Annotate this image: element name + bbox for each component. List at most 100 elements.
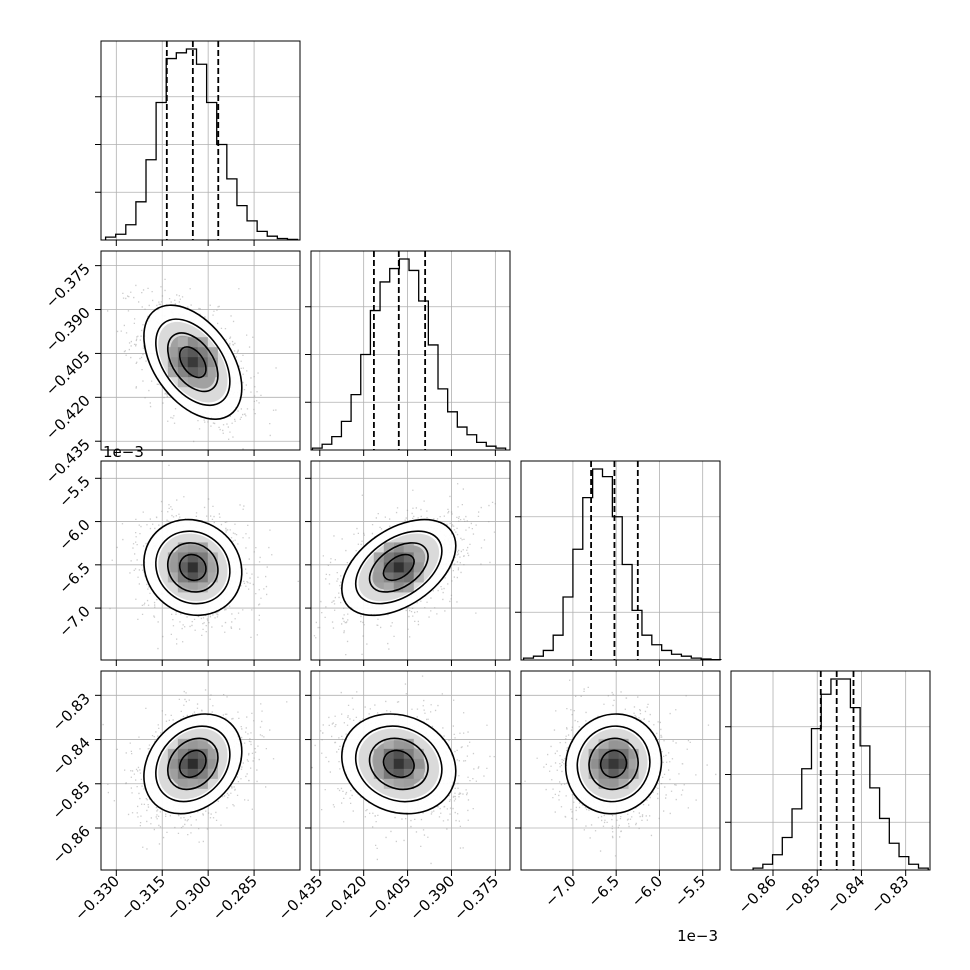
density-cell: [373, 572, 384, 583]
density-cell: [383, 748, 394, 759]
density-cell: [177, 582, 188, 593]
density-cell: [177, 367, 188, 378]
contour-line: [143, 518, 243, 617]
density-cell: [413, 768, 424, 779]
scatter-panel-0-3: [100, 670, 301, 871]
scatter-panel-0-1: [100, 250, 301, 451]
density-cell: [177, 758, 188, 769]
density-cell: [177, 357, 188, 368]
density-cell: [413, 758, 424, 769]
density-cell: [393, 778, 404, 789]
density-cell: [628, 748, 639, 759]
histogram-panel-0: [95, 40, 301, 241]
axes-frame: [310, 670, 511, 871]
density-cell: [413, 562, 424, 573]
density-cell: [618, 738, 629, 749]
y-tick-label: −7.0: [55, 602, 93, 640]
density-cell: [393, 738, 404, 749]
density-cell: [393, 582, 404, 593]
density-cell: [608, 758, 619, 769]
x-tick-label: −0.85: [779, 872, 824, 917]
density-cell: [197, 542, 208, 553]
axes-frame: [100, 250, 301, 451]
density-cell: [197, 337, 208, 348]
density-cell: [177, 572, 188, 583]
density-cell: [383, 572, 394, 583]
axes-frame: [100, 40, 301, 241]
density-cell: [187, 552, 198, 563]
density-cell: [197, 377, 208, 388]
density-cell: [403, 572, 414, 583]
density-cell: [187, 572, 198, 583]
y-tick-label: −0.390: [42, 304, 94, 356]
contour-line: [166, 737, 219, 791]
density-cell: [608, 748, 619, 759]
density-cell: [207, 758, 218, 769]
panel-contents: [311, 675, 495, 865]
density-cell: [207, 552, 218, 563]
histogram-panel-2: [515, 460, 722, 661]
density-cell: [598, 748, 609, 759]
density-cell: [187, 562, 198, 573]
scatter-panel-1-3: [310, 670, 511, 871]
contour-line: [588, 737, 639, 791]
density-cell: [403, 562, 414, 573]
density-cell: [393, 572, 404, 583]
density-cell: [167, 562, 178, 573]
density-cell: [618, 778, 629, 789]
density-cell: [628, 758, 639, 769]
density-cell: [187, 367, 198, 378]
contour-line: [341, 518, 457, 617]
density-cell: [197, 738, 208, 749]
y-tick-label: −0.86: [49, 822, 94, 867]
density-cell: [373, 758, 384, 769]
density-cell: [403, 552, 414, 563]
density-cell: [383, 582, 394, 593]
contour-line: [354, 530, 443, 605]
density-cell: [177, 347, 188, 358]
density-cell: [187, 738, 198, 749]
density-cell: [197, 367, 208, 378]
contour-line: [178, 749, 207, 779]
density-cell: [197, 758, 208, 769]
contour-line: [564, 713, 663, 815]
density-cell: [588, 758, 599, 769]
density-cell: [373, 552, 384, 563]
scatter-points: [524, 679, 717, 857]
density-cell: [167, 552, 178, 563]
density-cell: [187, 542, 198, 553]
density-cell: [187, 758, 198, 769]
contour-line: [368, 542, 429, 593]
x-tick-label: −0.375: [450, 872, 502, 924]
density-cell: [197, 562, 208, 573]
y-tick-label: −6.0: [55, 516, 93, 554]
contour-line: [341, 713, 457, 815]
density-cell: [177, 377, 188, 388]
axes-frame: [520, 460, 721, 661]
density-cell: [187, 377, 198, 388]
density-cell: [373, 562, 384, 573]
density-cell: [167, 347, 178, 358]
scatter-panel-0-2: [100, 460, 301, 661]
density-cell: [207, 562, 218, 573]
density-cell: [403, 768, 414, 779]
x-tick-label: −0.300: [163, 872, 215, 924]
panel-contents: [109, 464, 299, 650]
density-cell: [393, 552, 404, 563]
density-cell: [598, 738, 609, 749]
density-cell: [403, 778, 414, 789]
density-cell: [197, 582, 208, 593]
panel-contents: [311, 483, 496, 656]
y-tick-label: −0.85: [49, 778, 94, 823]
density-cell: [187, 357, 198, 368]
histogram-step-1: [311, 258, 507, 450]
density-cell: [608, 738, 619, 749]
contour-line: [576, 725, 651, 803]
density-cell: [167, 367, 178, 378]
x-tick-label: −0.420: [319, 872, 371, 924]
density-cell: [197, 357, 208, 368]
density-cell: [207, 357, 218, 368]
x-tick-label: −0.405: [362, 872, 414, 924]
density-cell: [167, 768, 178, 779]
scatter-panel-2-3: [520, 670, 721, 871]
